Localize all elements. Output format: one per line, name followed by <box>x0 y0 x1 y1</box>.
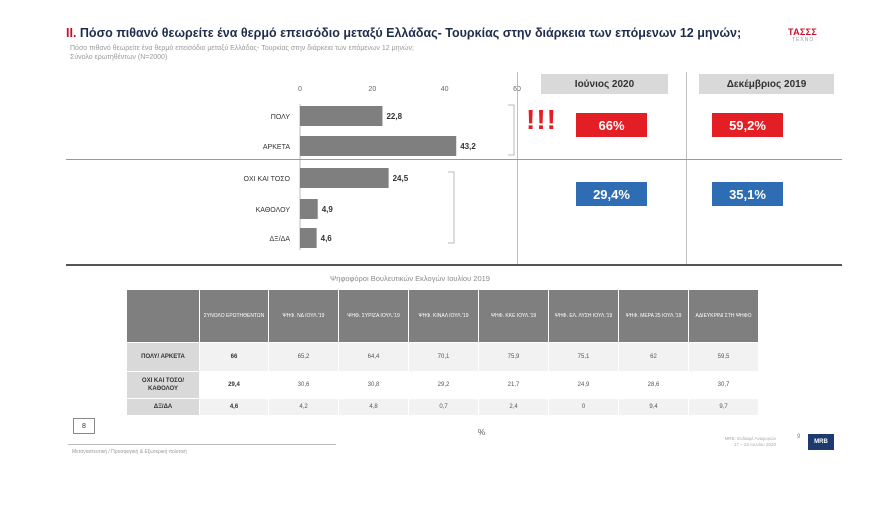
row-label: ΔΞ/ΔΑ <box>126 398 200 416</box>
bar <box>300 136 457 156</box>
data-label: 22,8 <box>386 112 402 121</box>
dec-likely-badge: 59,2% <box>712 113 783 137</box>
footer-line <box>68 444 336 445</box>
group-bracket-likely <box>508 104 515 156</box>
june-likely-badge: 66% <box>576 113 647 137</box>
june-2020-header: Ιούνιος 2020 <box>541 74 668 94</box>
row-label: ΟΧΙ ΚΑΙ ΤΟΣΟ/ ΚΑΘΟΛΟΥ <box>126 371 200 399</box>
group-bracket-unlikely <box>448 171 455 244</box>
table-cell: 4,2 <box>268 398 339 416</box>
table-cell: 24,9 <box>548 371 619 399</box>
bar <box>300 106 383 126</box>
x-tick-label: 40 <box>441 86 449 93</box>
table-cell: 21,7 <box>478 371 549 399</box>
table-cell: 30,7 <box>688 371 759 399</box>
category-label: ΑΡΚΕΤΑ <box>263 144 290 151</box>
source-note: MRB: Ενδιαφέ Αναφορών 17 – 23 Ιουνίου 20… <box>696 436 776 448</box>
bar <box>300 228 317 248</box>
june-unlikely-badge: 29,4% <box>576 182 647 206</box>
mrb-logo: MRB <box>808 434 834 450</box>
table-cell: 59,5 <box>688 342 759 372</box>
table-row: ΟΧΙ ΚΑΙ ΤΟΣΟ/ ΚΑΘΟΛΟΥ 29,4 30,6 30,8 29,… <box>126 371 759 399</box>
table-cell: 29,2 <box>408 371 479 399</box>
panel-divider-left <box>517 72 518 264</box>
percent-label: % <box>478 428 486 437</box>
dec-2019-header: Δεκέμβριος 2019 <box>699 74 834 94</box>
table-cell: 4,6 <box>199 398 269 416</box>
category-label: ΟΧΙ ΚΑΙ ΤΟΣΟ <box>244 176 291 183</box>
row-label: ΠΟΛΥ/ ΑΡΚΕΤΑ <box>126 342 200 372</box>
col-header: ΨΗΦ. ΝΔ ΙΟΥΛ.'19 <box>268 289 339 343</box>
bar <box>300 168 389 188</box>
table-cell: 66 <box>199 342 269 372</box>
table-cell: 30,6 <box>268 371 339 399</box>
source-line-2: 17 – 23 Ιουνίου 2020 <box>734 442 776 447</box>
group-divider <box>66 159 842 160</box>
x-tick-label: 20 <box>368 86 376 93</box>
table-cell: 0,7 <box>408 398 479 416</box>
table-header-row: ΣΥΝΟΛΟ ΕΡΩΤΗΘΕΝΤΩΝ ΨΗΦ. ΝΔ ΙΟΥΛ.'19 ΨΗΦ.… <box>126 289 759 343</box>
category-label: ΚΑΘΟΛΟΥ <box>256 207 291 214</box>
col-header: ΨΗΦ. ΚΚΕ ΙΟΥΛ.'19 <box>478 289 549 343</box>
brand-logo: ΤΑΣΣΣ ΤΕΧΝΟ <box>788 26 836 43</box>
subtitle-sample: Σύνολο ερωτηθέντων (N=2000) <box>70 54 168 61</box>
x-tick-label: 0 <box>298 86 302 93</box>
voters-table: ΣΥΝΟΛΟ ΕΡΩΤΗΘΕΝΤΩΝ ΨΗΦ. ΝΔ ΙΟΥΛ.'19 ΨΗΦ.… <box>126 289 759 416</box>
table-cell: 64,4 <box>338 342 409 372</box>
col-header: ΨΗΦ. ΜΕΡΑ 25 ΙΟΥΛ.'19 <box>618 289 689 343</box>
data-label: 24,5 <box>393 174 409 183</box>
logo-tagline: ΤΕΧΝΟ <box>792 37 815 43</box>
panel-divider-right <box>686 72 687 264</box>
page-title: II. Πόσο πιθανό θεωρείτε ένα θερμό επεισ… <box>66 26 741 40</box>
table-cell: 4,8 <box>338 398 409 416</box>
dec-unlikely-badge: 35,1% <box>712 182 783 206</box>
category-label: ΔΞ/ΔΑ <box>269 236 290 243</box>
table-cell: 65,2 <box>268 342 339 372</box>
subtitle: Πόσο πιθανό θεωρείτε ένα θερμό επεισόδιο… <box>70 44 414 62</box>
data-label: 4,9 <box>322 205 334 214</box>
title-number: II. <box>66 26 77 40</box>
table-cell: 28,6 <box>618 371 689 399</box>
col-header: ΨΗΦ. ΚΙΝΑΛ ΙΟΥΛ.'19 <box>408 289 479 343</box>
table-cell: 75,1 <box>548 342 619 372</box>
col-header: ΣΥΝΟΛΟ ΕΡΩΤΗΘΕΝΤΩΝ <box>199 289 269 343</box>
table-cell: 70,1 <box>408 342 479 372</box>
table-row: ΔΞ/ΔΑ 4,6 4,2 4,8 0,7 2,4 0 9,4 9,7 <box>126 398 759 416</box>
table-cell: 29,4 <box>199 371 269 399</box>
col-header: ΨΗΦ. ΣΥΡΙΖΑ ΙΟΥΛ.'19 <box>338 289 409 343</box>
section-divider <box>66 264 842 266</box>
data-label: 43,2 <box>460 142 476 151</box>
title-text: Πόσο πιθανό θεωρείτε ένα θερμό επεισόδιο… <box>79 26 742 40</box>
table-cell: 30,8 <box>338 371 409 399</box>
table-corner <box>126 289 200 343</box>
table-cell: 75,9 <box>478 342 549 372</box>
subtitle-question: Πόσο πιθανό θεωρείτε ένα θερμό επεισόδιο… <box>70 45 414 52</box>
category-label: ΠΟΛΥ <box>271 114 291 121</box>
col-header: ΨΗΦ. ΕΛ. ΛΥΣΗ ΙΟΥΛ.'19 <box>548 289 619 343</box>
table-cell: 62 <box>618 342 689 372</box>
page-number: 9 <box>797 434 801 440</box>
table-title: Ψηφοφόροι Βουλευτικών Εκλογών Ιουλίου 20… <box>330 274 490 283</box>
footer-note: Μεταναστευτική / Προσφυγική & Εξωτερική … <box>72 449 187 455</box>
table-cell: 2,4 <box>478 398 549 416</box>
page-box: 8 <box>73 418 95 434</box>
table-cell: 0 <box>548 398 619 416</box>
col-header: ΑΔΙΕΥΚΡΙΝΙ ΣΤΗ ΨΗΦΟ <box>688 289 759 343</box>
table-row: ΠΟΛΥ/ ΑΡΚΕΤΑ 66 65,2 64,4 70,1 75,9 75,1… <box>126 342 759 372</box>
source-line-1: MRB: Ενδιαφέ Αναφορών <box>724 436 776 441</box>
bar <box>300 199 318 219</box>
exclamation-marks: !!! <box>526 104 557 135</box>
table-cell: 9,7 <box>688 398 759 416</box>
logo-mark: ΤΑΣΣΣ <box>788 27 818 37</box>
table-cell: 9,4 <box>618 398 689 416</box>
data-label: 4,6 <box>321 234 333 243</box>
